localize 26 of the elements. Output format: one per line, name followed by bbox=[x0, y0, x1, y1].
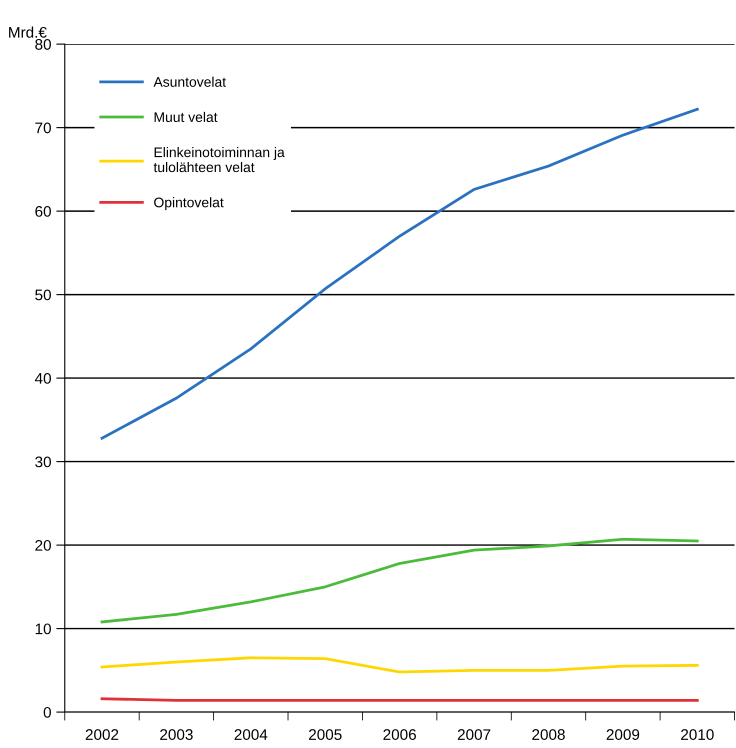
y-tick-label: 20 bbox=[35, 540, 51, 551]
y-tick-label: 70 bbox=[35, 122, 51, 134]
x-tick-label: 2004 bbox=[234, 729, 268, 740]
y-tick-label: 60 bbox=[35, 206, 51, 217]
line-series bbox=[100, 108, 699, 440]
x-tick-label: 2005 bbox=[309, 729, 342, 740]
x-tick-label: 2002 bbox=[86, 729, 118, 740]
y-tick-label: 0 bbox=[44, 706, 51, 718]
x-tick-label: 2007 bbox=[458, 729, 490, 740]
x-tick-label: 2006 bbox=[383, 729, 416, 740]
legend-label: Asuntovelat bbox=[154, 76, 226, 87]
x-tick-label: 2009 bbox=[606, 729, 640, 740]
line-series bbox=[100, 538, 699, 624]
x-tick-label: 2008 bbox=[532, 729, 565, 740]
y-tick-label: 40 bbox=[34, 372, 51, 384]
x-tick-label: 2003 bbox=[160, 729, 193, 740]
legend-label: Elinkeinotoiminnan ja tulolähteen velat bbox=[154, 147, 285, 172]
y-tick-label: 80 bbox=[35, 39, 51, 50]
y-tick-label: 30 bbox=[35, 456, 51, 468]
legend-label: Opintovelat bbox=[154, 197, 224, 210]
y-tick-label: 10 bbox=[36, 623, 51, 634]
y-axis-title: Mrd.€ bbox=[9, 26, 47, 38]
y-tick-label: 50 bbox=[35, 289, 51, 300]
legend-label: Muut velat bbox=[154, 112, 218, 122]
x-tick-label: 2010 bbox=[681, 729, 714, 740]
line-series bbox=[100, 656, 699, 674]
